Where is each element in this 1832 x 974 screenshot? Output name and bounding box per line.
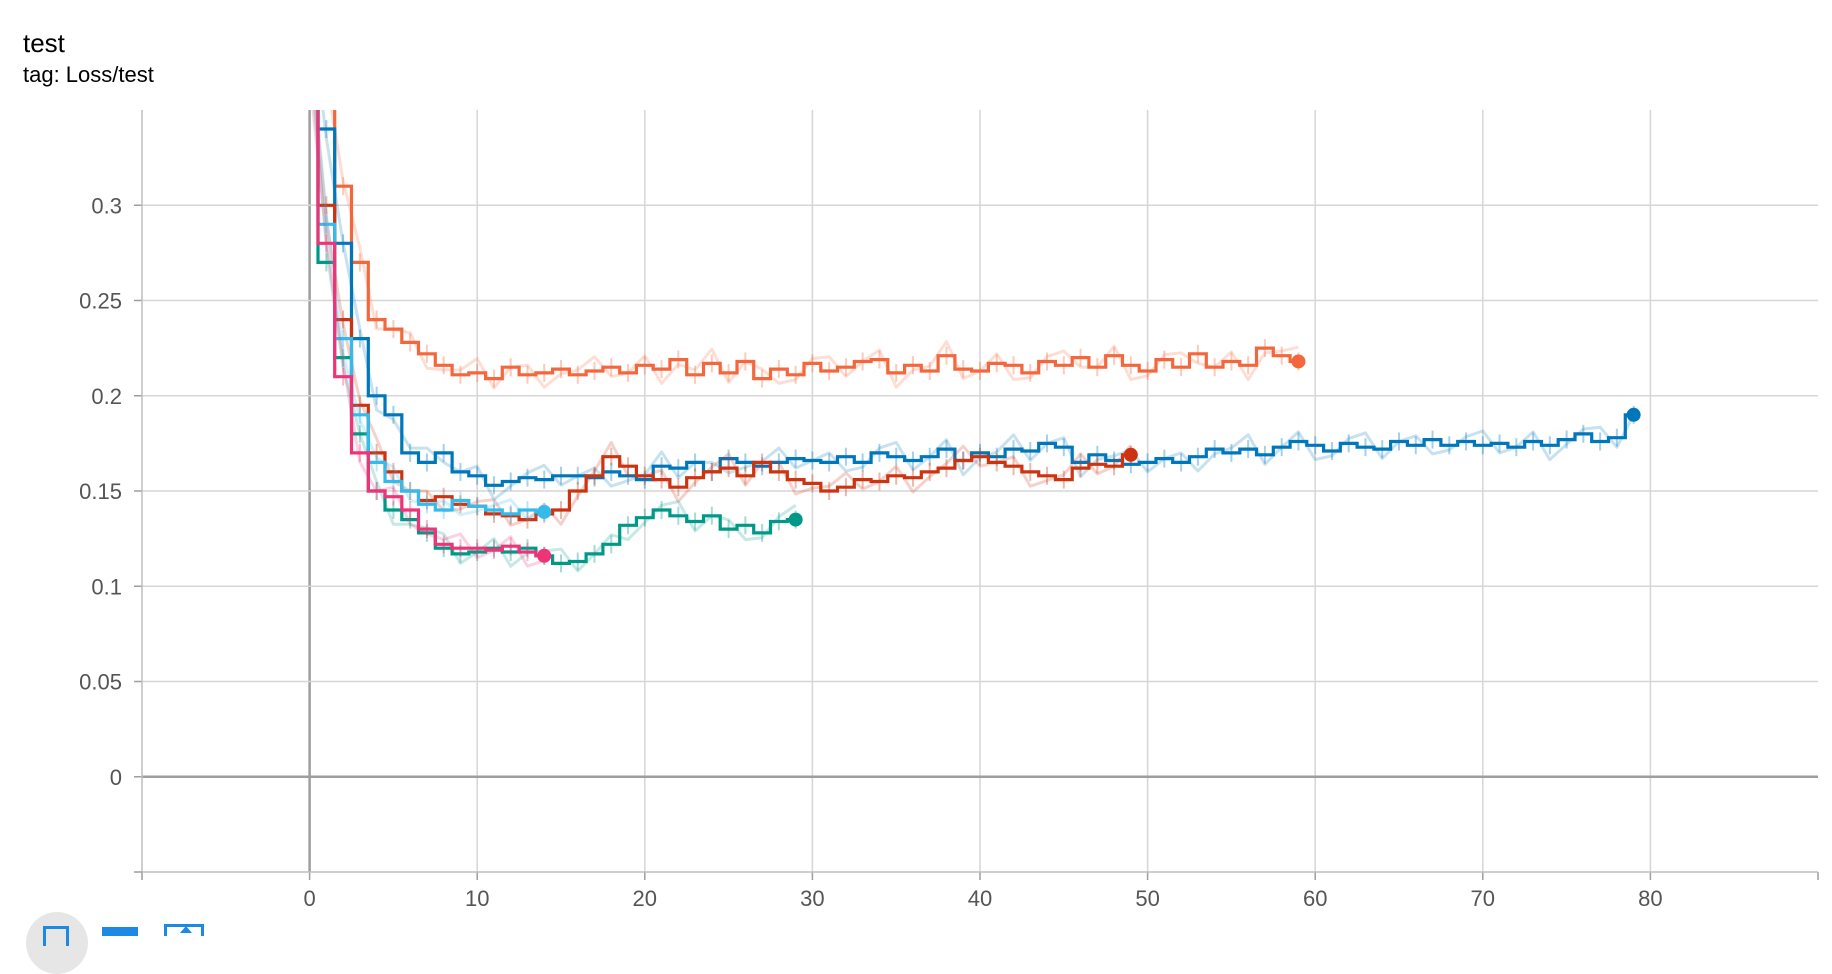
- series-end-marker: [1626, 407, 1641, 422]
- series-1: [316, 110, 1641, 502]
- series-end-marker: [1123, 447, 1138, 462]
- series-4: [315, 110, 552, 523]
- y-tick-label: 0: [110, 765, 122, 790]
- x-tick-label: 80: [1638, 886, 1662, 911]
- grid: [142, 110, 1818, 872]
- y-tick-label: 0.3: [91, 193, 122, 218]
- y-tick-label: 0.05: [79, 670, 122, 695]
- series-group: [311, 110, 1641, 573]
- chart-tag: tag: Loss/test: [23, 62, 154, 87]
- x-tick-label: 30: [800, 886, 824, 911]
- series-end-marker: [788, 512, 803, 527]
- x-tick-label: 0: [303, 886, 315, 911]
- x-tick-label: 50: [1135, 886, 1159, 911]
- series-end-marker: [537, 548, 552, 563]
- series-line: [316, 110, 545, 516]
- series-line: [333, 110, 1299, 381]
- y-tick-label: 0.2: [91, 384, 122, 409]
- series-end-marker: [537, 504, 552, 519]
- y-tick-label: 0.1: [91, 574, 122, 599]
- y-tick-label: 0.15: [79, 479, 122, 504]
- chart-title: test: [23, 28, 65, 58]
- x-tick-label: 20: [633, 886, 657, 911]
- series-raw-line: [321, 110, 1635, 502]
- axes: [134, 110, 1819, 880]
- series-line: [316, 110, 1634, 487]
- series-end-marker: [1291, 354, 1306, 369]
- fit-domain-icon: [180, 926, 192, 933]
- series-raw-line: [330, 110, 1299, 390]
- fullscreen-icon: [43, 926, 69, 946]
- fullscreen-button[interactable]: [26, 912, 88, 974]
- series-line: [316, 110, 1131, 522]
- x-tick-label: 10: [465, 886, 489, 911]
- x-tick-label: 70: [1471, 886, 1495, 911]
- series-line: [316, 110, 545, 558]
- series-raw-line: [311, 110, 545, 568]
- series-0: [330, 110, 1306, 390]
- toggle-lines-button[interactable]: [102, 927, 138, 936]
- x-tick-label: 60: [1303, 886, 1327, 911]
- y-tick-label: 0.25: [79, 289, 122, 314]
- fit-domain-button[interactable]: [164, 924, 204, 936]
- x-tick-label: 40: [968, 886, 992, 911]
- series-line: [316, 110, 796, 565]
- loss-chart[interactable]: 0 10 20 30 40 50 60 70 80 0 0.05 0.1 0.15 0.2 0.25 0.3: [0, 0, 1832, 936]
- tick-labels: 0 10 20 30 40 50 60 70 80 0 0.05 0.1 0.15 0.2 0.25 0.3: [79, 193, 1662, 911]
- series-5: [311, 110, 552, 568]
